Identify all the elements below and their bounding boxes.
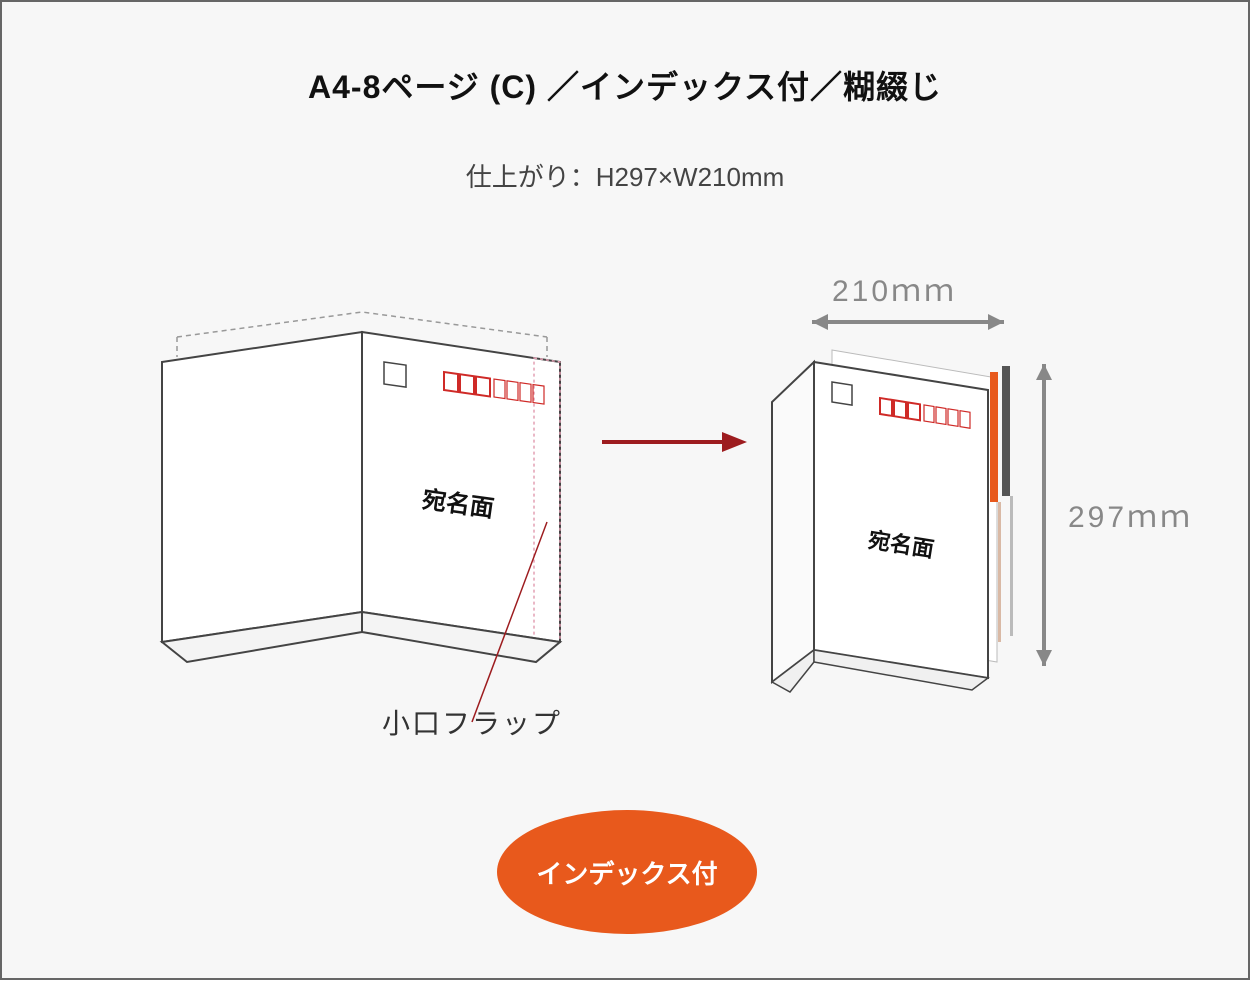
- left-open-booklet: 宛名面: [162, 312, 560, 662]
- right-closed-booklet: 宛名面: [772, 350, 1013, 692]
- height-dim-label: 297ｍｍ: [1068, 492, 1193, 536]
- index-badge-label: インデックス付: [497, 842, 757, 902]
- flap-callout-label: 小口フラップ: [382, 702, 562, 742]
- diagram-frame: A4-8ページ (C) ／インデックス付／糊綴じ 仕上がり：H297×W210m…: [0, 0, 1250, 980]
- transition-arrow-icon: [602, 432, 747, 452]
- width-dim-label: 210ｍｍ: [832, 266, 957, 310]
- diagram-svg: 宛名面: [2, 2, 1250, 982]
